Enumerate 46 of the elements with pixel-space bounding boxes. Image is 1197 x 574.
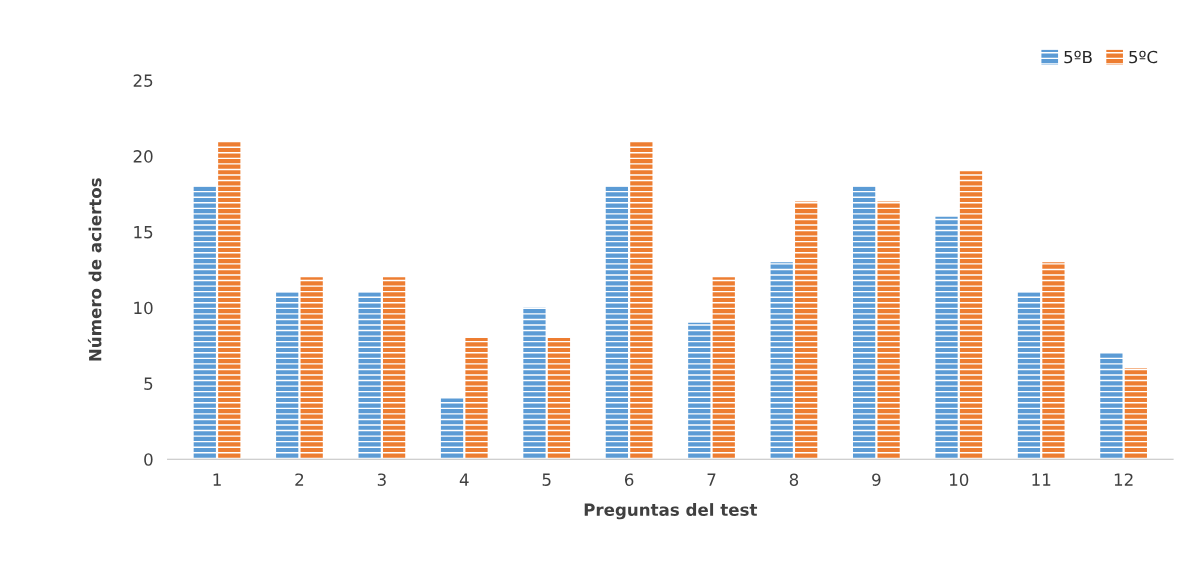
bar bbox=[935, 216, 958, 460]
bar bbox=[300, 277, 323, 460]
x-tick-label: 1 bbox=[213, 473, 221, 486]
bar bbox=[605, 186, 628, 460]
x-tick-label: 6 bbox=[624, 473, 634, 486]
x-tick-label: 7 bbox=[707, 473, 716, 486]
bar bbox=[218, 140, 241, 460]
y-tick-label: 10 bbox=[134, 301, 153, 315]
bar bbox=[770, 262, 793, 460]
bar bbox=[877, 201, 900, 460]
x-tick-label: 10 bbox=[950, 473, 969, 486]
y-tick-label: 0 bbox=[144, 453, 153, 466]
y-tick-label: 25 bbox=[133, 74, 153, 87]
bar bbox=[688, 322, 711, 460]
bar bbox=[1042, 262, 1065, 460]
bar bbox=[959, 171, 983, 460]
bar bbox=[523, 307, 546, 460]
x-tick-label: 9 bbox=[872, 473, 881, 486]
y-tick-label: 15 bbox=[134, 226, 153, 239]
x-tick-label: 3 bbox=[377, 473, 386, 486]
bar bbox=[193, 186, 216, 460]
x-tick-label: 5 bbox=[542, 473, 551, 486]
x-tick-label: 8 bbox=[789, 473, 799, 486]
x-axis-title: Preguntas del test bbox=[584, 503, 758, 520]
bar bbox=[630, 140, 653, 460]
x-tick-label: 2 bbox=[295, 473, 304, 486]
bar bbox=[795, 201, 818, 460]
bar bbox=[358, 292, 381, 460]
x-tick-label: 11 bbox=[1032, 473, 1051, 486]
bar bbox=[382, 277, 406, 460]
bar bbox=[853, 186, 876, 460]
bar bbox=[712, 277, 735, 460]
y-tick-label: 20 bbox=[133, 150, 153, 163]
legend-label: 5ºB bbox=[1064, 50, 1092, 64]
bar bbox=[440, 398, 464, 460]
y-tick-label: 5 bbox=[144, 377, 153, 390]
legend-label: 5ºC bbox=[1129, 50, 1158, 64]
y-axis-title: Número de aciertos bbox=[87, 178, 102, 361]
bar bbox=[1017, 292, 1041, 460]
bar bbox=[465, 337, 488, 460]
x-tick-label: 4 bbox=[459, 473, 469, 486]
bar bbox=[1124, 368, 1147, 460]
bar bbox=[276, 292, 299, 460]
bar bbox=[547, 337, 571, 460]
bar bbox=[1100, 353, 1123, 460]
x-tick-label: 12 bbox=[1114, 473, 1133, 486]
